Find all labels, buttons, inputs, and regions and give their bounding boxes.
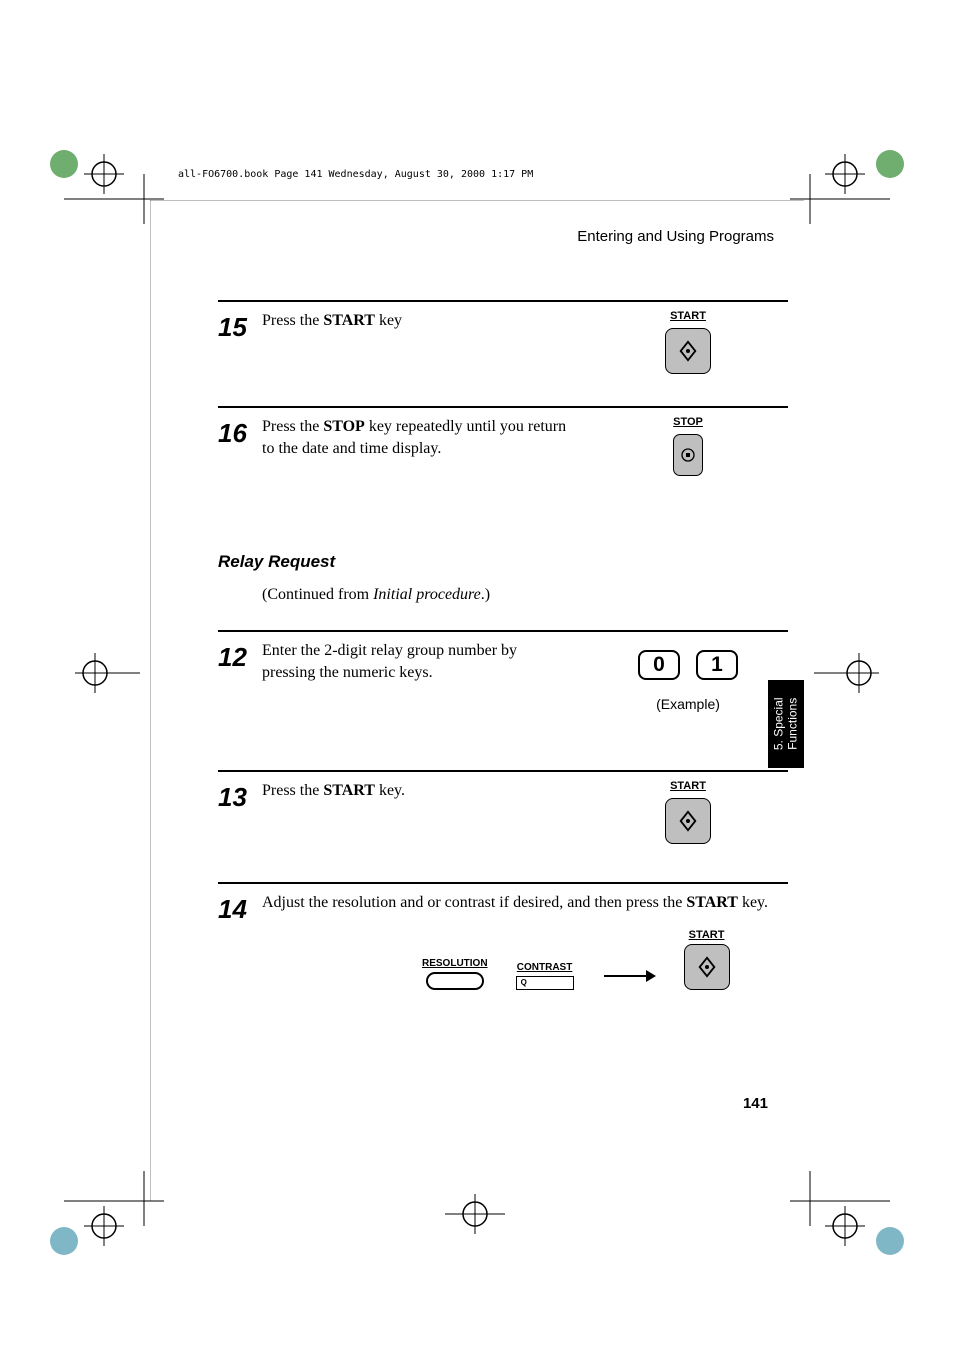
reg-mark-bottom-mid — [440, 1189, 510, 1239]
step-number: 13 — [218, 780, 262, 813]
step-text: Press the START key. — [262, 780, 588, 802]
resolution-label: RESOLUTION — [422, 957, 488, 971]
digit-key-0[interactable]: 0 — [638, 650, 680, 680]
page-number: 141 — [743, 1095, 768, 1112]
t: .) — [481, 586, 490, 603]
step-number: 12 — [218, 640, 262, 673]
contrast-key-group: CONTRAST — [516, 961, 574, 991]
t: key. — [375, 782, 405, 799]
step-12: 12 Enter the 2-digit relay group number … — [218, 630, 788, 712]
step-15: 15 Press the START key START — [218, 300, 788, 374]
running-head: Entering and Using Programs — [577, 228, 774, 245]
start-key-label: START — [670, 780, 706, 792]
contrast-label: CONTRAST — [516, 961, 574, 975]
step-13: 13 Press the START key. START — [218, 770, 788, 844]
stop-key-label: STOP — [673, 416, 703, 428]
step-14: 14 Adjust the resolution and or contrast… — [218, 882, 788, 990]
start-key[interactable] — [665, 798, 711, 844]
reg-mark-mid-right — [814, 648, 884, 698]
continued-from: (Continued from Initial procedure.) — [262, 586, 490, 604]
example-caption: (Example) — [656, 696, 720, 712]
frame-top — [150, 200, 804, 201]
start-key[interactable] — [684, 944, 730, 990]
reg-mark-mid-left — [70, 648, 140, 698]
resolution-key[interactable] — [426, 972, 484, 990]
step-16: 16 Press the STOP key repeatedly until y… — [218, 406, 788, 476]
chapter-tab: 5. SpecialFunctions — [768, 680, 804, 768]
step-text: Enter the 2-digit relay group number by … — [262, 640, 588, 683]
step-text: Adjust the resolution and or contrast if… — [262, 892, 788, 990]
start-key-label: START — [684, 928, 730, 943]
section-heading: Relay Request — [218, 552, 335, 572]
step-text: Press the STOP key repeatedly until you … — [262, 416, 588, 459]
start-key-label: START — [670, 310, 706, 322]
t: START — [686, 894, 738, 911]
contrast-key[interactable] — [516, 976, 574, 990]
arrow-right-icon — [602, 968, 656, 991]
t: START — [323, 782, 375, 799]
reg-mark-bottom-left — [44, 1171, 164, 1261]
step-number: 14 — [218, 892, 262, 925]
t: Adjust the resolution and or contrast if… — [262, 894, 686, 911]
t: key — [375, 312, 402, 329]
step-text: Press the START key — [262, 310, 588, 332]
stop-key[interactable] — [673, 434, 703, 476]
reg-mark-top-right — [790, 144, 910, 224]
step-number: 15 — [218, 310, 262, 343]
chapter-tab-text: 5. SpecialFunctions — [772, 698, 800, 751]
t: Press the — [262, 782, 323, 799]
frame-left — [150, 200, 151, 1201]
step-number: 16 — [218, 416, 262, 449]
t: Initial procedure — [373, 586, 481, 603]
t: START — [323, 312, 375, 329]
t: Press the — [262, 312, 323, 329]
t: Press the — [262, 418, 323, 435]
resolution-key-group: RESOLUTION — [422, 957, 488, 991]
t: STOP — [323, 418, 365, 435]
t: Enter the 2-digit relay group number by … — [262, 642, 517, 681]
t: (Continued from — [262, 586, 373, 603]
digit-key-1[interactable]: 1 — [696, 650, 738, 680]
t: key. — [738, 894, 768, 911]
book-header-line: all-FO6700.book Page 141 Wednesday, Augu… — [178, 169, 533, 180]
start-key[interactable] — [665, 328, 711, 374]
reg-mark-bottom-right — [790, 1171, 910, 1261]
reg-mark-top-left — [44, 144, 164, 224]
start-key-group: START — [684, 928, 730, 991]
